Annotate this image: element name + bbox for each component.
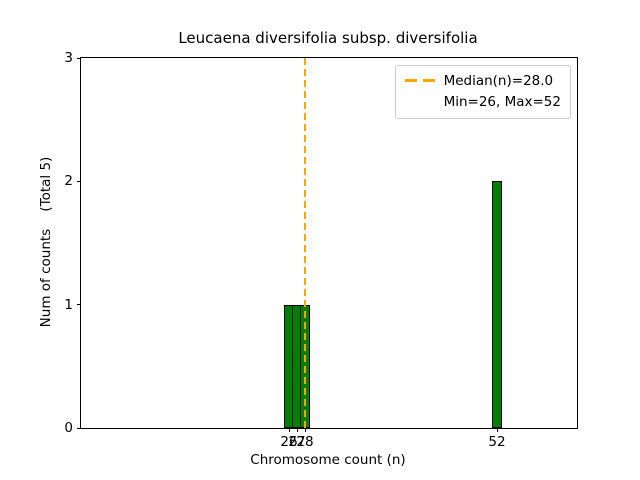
y-tick-label-3: 3 (64, 50, 73, 66)
y-axis-label: Num of counts (Total 5) (38, 156, 54, 328)
legend-entry-minmax: Min=26, Max=52 (443, 93, 561, 110)
x-tick-27 (296, 428, 298, 432)
y-tick-3 (77, 57, 81, 59)
x-tick-label-26: 26 (280, 434, 298, 450)
y-tick-1 (77, 304, 81, 306)
x-tick-label-52: 52 (488, 434, 506, 450)
legend-entry-median: Median(n)=28.0 (443, 73, 554, 89)
plot-area: Median(n)=28.0 Min=26, Max=52 26 27 28 52 0 1… (64, 50, 578, 450)
y-tick-0 (77, 427, 81, 429)
chart-title: Leucaena diversifolia subsp. diversifoli… (178, 29, 478, 47)
legend: Median(n)=28.0 Min=26, Max=52 (394, 65, 571, 119)
x-tick-label-27: 27 (288, 434, 306, 450)
y-tick-label-2: 2 (64, 173, 73, 190)
x-tick-52 (496, 428, 498, 432)
y-tick-2 (77, 180, 81, 182)
median-line (304, 58, 306, 428)
legend-sample-column (404, 71, 435, 82)
x-axis-label: Chromosome count (n) (250, 452, 406, 468)
bar-x52 (492, 181, 502, 428)
y-tick-label-1: 1 (64, 296, 73, 313)
legend-text-column: Median(n)=28.0 Min=26, Max=52 (444, 71, 561, 113)
median-dash-legend-icon (404, 79, 435, 82)
x-tick-26 (288, 428, 290, 432)
x-tick-28 (304, 428, 306, 432)
y-tick-label-0: 0 (64, 420, 73, 436)
x-tick-label-28: 28 (296, 434, 314, 450)
